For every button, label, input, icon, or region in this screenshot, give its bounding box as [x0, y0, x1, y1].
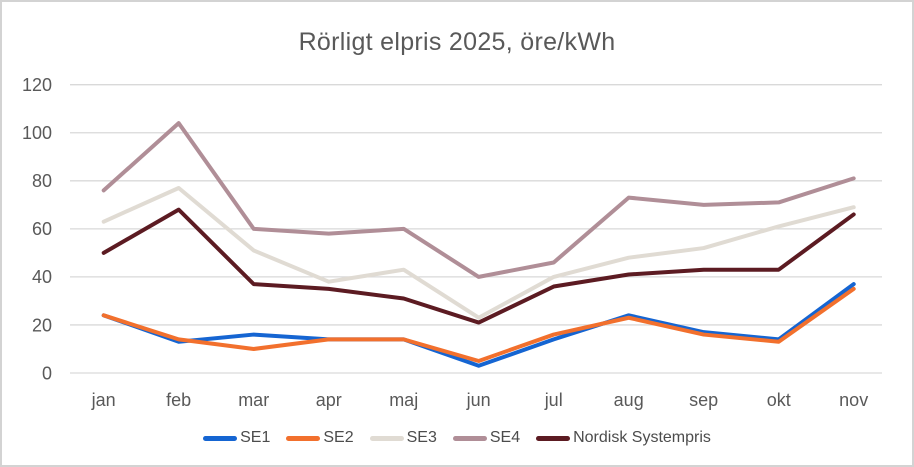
x-axis-label-jan: jan: [91, 390, 116, 410]
legend-label: Nordisk Systempris: [573, 429, 711, 446]
y-axis-tick-label: 40: [32, 267, 52, 287]
legend-item-SE2[interactable]: SE2: [286, 429, 354, 447]
series-line-SE1: [101, 282, 856, 368]
legend-swatch: [536, 435, 571, 441]
legend-item-Nordisk-Systempris[interactable]: Nordisk Systempris: [536, 429, 711, 447]
legend-label: SE3: [406, 429, 437, 446]
legend-item-SE3[interactable]: SE3: [369, 429, 437, 447]
y-axis-tick-label: 80: [32, 171, 52, 191]
x-axis-label-jun: jun: [466, 390, 491, 410]
legend-label: SE2: [323, 429, 354, 446]
legend-swatch: [203, 435, 238, 441]
legend-item-SE1[interactable]: SE1: [203, 429, 270, 447]
x-axis-label-aug: aug: [614, 390, 644, 410]
legend-swatch: [369, 435, 404, 441]
legend-swatch: [286, 435, 321, 441]
series-line-SE2: [101, 286, 856, 363]
legend-label: SE1: [240, 429, 271, 446]
legend-swatch: [452, 435, 487, 441]
x-axis-label-okt: okt: [767, 390, 791, 410]
x-axis-label-nov: nov: [839, 390, 868, 410]
legend-label: SE4: [489, 429, 521, 446]
x-axis-label-feb: feb: [166, 390, 191, 410]
y-axis-tick-label: 20: [32, 315, 52, 335]
series-line-Nordisk-Systempris: [101, 207, 856, 325]
x-axis-label-sep: sep: [689, 390, 718, 410]
y-axis-tick-label: 100: [22, 123, 52, 143]
series-line-SE4: [101, 121, 856, 279]
x-axis-label-jul: jul: [544, 390, 563, 410]
y-axis-tick-label: 120: [22, 75, 52, 95]
y-axis-tick-label: 60: [32, 219, 52, 239]
x-axis-label-apr: apr: [316, 390, 342, 410]
legend-item-SE4[interactable]: SE4: [452, 429, 521, 447]
chart-legend: SE1 SE2 SE3 SE4 Nordisk Systempris: [2, 425, 912, 451]
x-axis-label-mar: mar: [238, 390, 269, 410]
y-axis-tick-label: 0: [42, 363, 52, 383]
series-line-SE3: [101, 186, 856, 320]
chart-title: Rörligt elpris 2025, öre/kWh: [298, 28, 616, 56]
x-axis-label-maj: maj: [389, 390, 418, 410]
